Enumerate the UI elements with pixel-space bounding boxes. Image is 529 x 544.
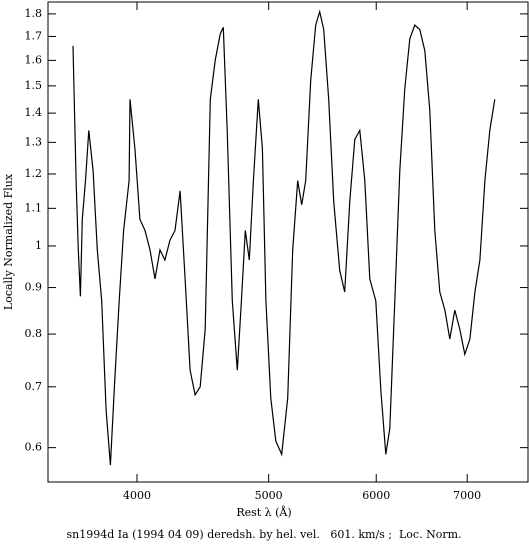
caption: sn1994d Ia (1994 04 09) deredsh. by hel.… bbox=[66, 528, 461, 541]
y-axis-label: Locally Normalized Flux bbox=[2, 173, 15, 310]
y-tick-label: 1.2 bbox=[25, 167, 43, 180]
y-tick-label: 0.9 bbox=[25, 281, 43, 294]
y-tick-label: 1.4 bbox=[25, 106, 43, 119]
y-tick-label: 1.3 bbox=[25, 135, 43, 148]
y-tick-label: 1.7 bbox=[25, 29, 43, 42]
x-tick-label: 6000 bbox=[362, 489, 390, 502]
x-tick-label: 5000 bbox=[255, 489, 283, 502]
y-tick-label: 1.1 bbox=[25, 201, 43, 214]
x-axis-label: Rest λ (Å) bbox=[236, 505, 291, 519]
y-tick-label: 0.8 bbox=[25, 327, 43, 340]
y-tick-label: 1.5 bbox=[25, 79, 43, 92]
y-tick-label: 1.8 bbox=[25, 7, 43, 20]
spectrum-line bbox=[72, 9, 496, 466]
y-tick-label: 1 bbox=[35, 239, 42, 252]
y-tick-label: 1.6 bbox=[25, 53, 43, 66]
x-tick-label: 7000 bbox=[453, 489, 481, 502]
y-tick-label: 0.7 bbox=[25, 380, 43, 393]
x-tick-label: 4000 bbox=[123, 489, 151, 502]
y-tick-label: 0.6 bbox=[25, 441, 43, 454]
plot-frame bbox=[47, 1, 529, 483]
